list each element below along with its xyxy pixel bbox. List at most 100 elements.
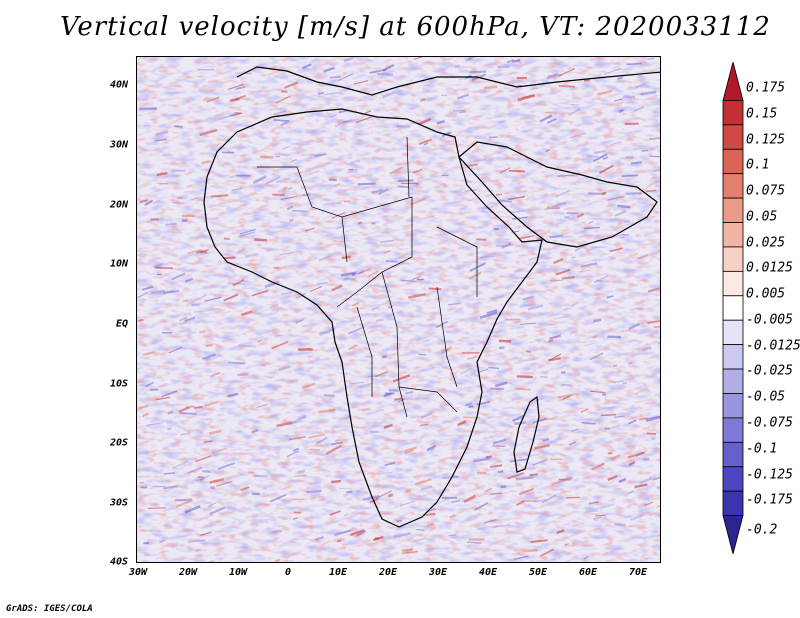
velocity-streak: [633, 106, 645, 112]
velocity-streak: [347, 326, 365, 335]
velocity-streak: [238, 344, 256, 348]
velocity-streak: [236, 248, 246, 254]
velocity-streak: [405, 390, 414, 395]
velocity-streak: [625, 192, 642, 195]
velocity-streak: [584, 509, 599, 514]
velocity-streak: [403, 160, 415, 165]
velocity-streak: [350, 529, 365, 536]
velocity-streak: [638, 417, 649, 421]
velocity-streak: [231, 187, 243, 192]
velocity-streak: [520, 234, 535, 240]
velocity-streak: [426, 444, 437, 452]
velocity-streak: [343, 513, 349, 517]
velocity-streak: [541, 494, 557, 504]
velocity-streak: [326, 384, 338, 388]
velocity-streak: [539, 548, 555, 557]
velocity-streak: [199, 128, 218, 136]
velocity-streak: [428, 287, 442, 291]
velocity-streak: [156, 171, 168, 177]
velocity-streak: [200, 62, 207, 65]
velocity-streak: [516, 375, 533, 379]
velocity-streak: [392, 532, 411, 539]
velocity-streak: [500, 485, 507, 489]
velocity-streak: [468, 271, 482, 280]
velocity-streak: [531, 397, 543, 405]
velocity-streak: [558, 68, 575, 77]
velocity-streak: [614, 210, 627, 217]
velocity-streak: [204, 401, 218, 407]
map-features: [137, 57, 660, 562]
colorbar-label: -0.1: [746, 441, 778, 457]
velocity-streak: [155, 130, 169, 136]
velocity-streak: [222, 151, 234, 154]
velocity-streak: [223, 237, 230, 240]
velocity-streak: [343, 57, 358, 63]
vertical-velocity-map: [136, 56, 661, 563]
velocity-streak: [163, 485, 178, 490]
velocity-streak: [210, 371, 221, 378]
velocity-streak: [323, 244, 332, 250]
velocity-streak: [228, 174, 236, 179]
velocity-streak: [308, 170, 320, 175]
velocity-streak: [282, 186, 288, 191]
velocity-streak: [324, 243, 339, 246]
velocity-streak: [635, 451, 647, 458]
velocity-streak: [549, 353, 562, 361]
velocity-streak: [208, 502, 217, 508]
velocity-streak: [568, 441, 577, 446]
velocity-streak: [592, 516, 602, 520]
velocity-streak: [479, 255, 495, 259]
velocity-streak: [235, 85, 246, 90]
velocity-streak: [159, 539, 165, 544]
velocity-streak: [371, 188, 383, 194]
velocity-streak: [183, 299, 188, 303]
velocity-streak: [412, 275, 422, 280]
velocity-streak: [382, 63, 395, 72]
velocity-streak: [514, 230, 520, 233]
colorbar-label: 0.175: [746, 80, 786, 96]
velocity-streak: [396, 124, 411, 128]
velocity-streak: [415, 478, 432, 486]
country-borders: [257, 136, 478, 418]
velocity-streak: [608, 424, 620, 431]
velocity-streak: [555, 189, 571, 198]
velocity-streak: [581, 421, 596, 425]
velocity-streak: [647, 57, 655, 60]
velocity-streak: [397, 398, 406, 403]
colorbar-label: -0.025: [746, 363, 793, 379]
velocity-streak: [273, 110, 287, 115]
velocity-streak: [640, 90, 657, 96]
colorbar-swatch: [722, 344, 744, 370]
velocity-streak: [138, 382, 147, 387]
colorbar-swatch: [722, 62, 744, 101]
velocity-streak: [515, 401, 521, 404]
velocity-streak: [210, 194, 229, 198]
velocity-streak: [264, 176, 281, 186]
velocity-streak: [438, 139, 457, 143]
velocity-streak: [179, 321, 187, 326]
velocity-streak: [621, 57, 632, 61]
velocity-streak: [642, 426, 651, 430]
velocity-streak: [521, 94, 535, 99]
velocity-streak: [331, 284, 343, 292]
velocity-streak: [139, 199, 148, 203]
velocity-streak: [609, 247, 623, 253]
velocity-streak: [351, 301, 360, 307]
colorbar-swatch: [722, 393, 744, 419]
velocity-streak: [418, 138, 432, 146]
velocity-streak: [433, 497, 449, 507]
velocity-streak: [142, 286, 154, 291]
velocity-streak: [421, 147, 439, 153]
velocity-streak: [184, 316, 196, 323]
velocity-streak: [205, 344, 213, 347]
velocity-streak: [595, 514, 606, 517]
velocity-streak: [589, 463, 601, 471]
velocity-streak: [373, 191, 379, 195]
velocity-streak: [273, 119, 290, 122]
velocity-streak: [239, 228, 257, 235]
velocity-streak: [548, 339, 554, 343]
velocity-streak: [294, 474, 307, 477]
colorbar: [722, 62, 744, 554]
velocity-streak: [426, 522, 434, 528]
velocity-streak: [435, 320, 448, 328]
